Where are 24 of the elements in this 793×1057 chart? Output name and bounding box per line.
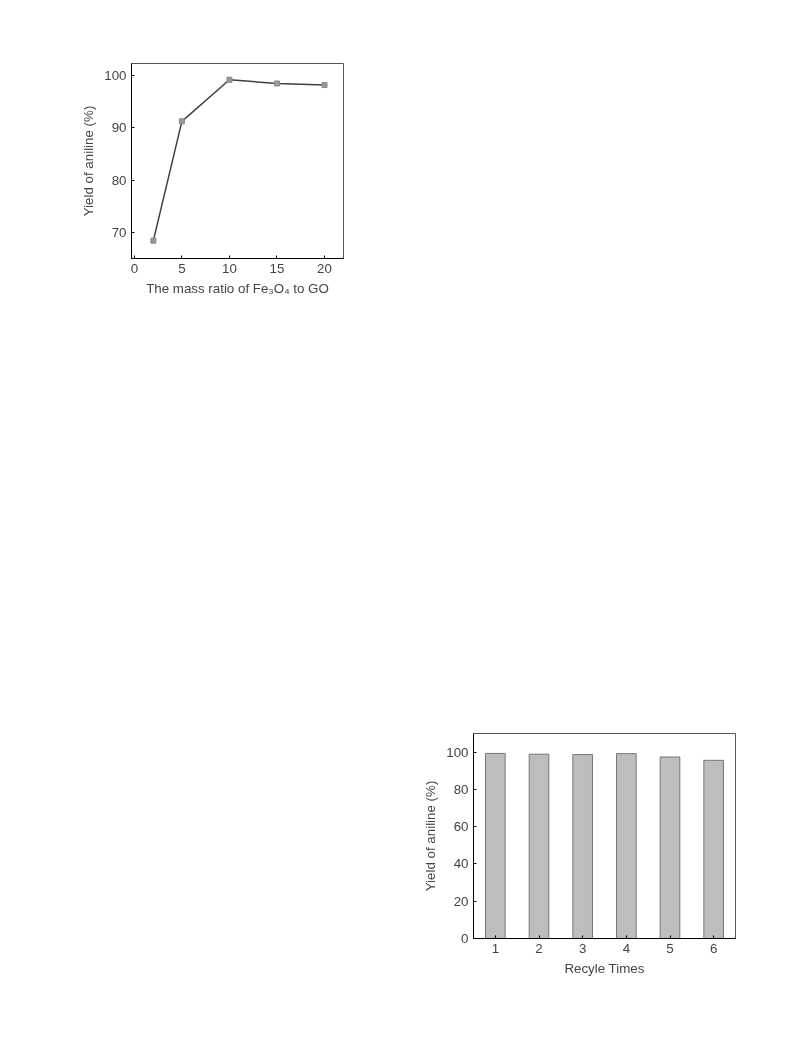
x-tick-label: 1 <box>491 940 500 956</box>
y-axis-title: Yield of aniline (%) <box>423 780 439 892</box>
x-tick-label: 5 <box>666 940 674 956</box>
y-axis-title: Yield of aniline (%) <box>81 105 97 217</box>
x-tick-label: 0 <box>130 260 139 276</box>
x-tick-label: 10 <box>222 260 237 276</box>
y-tick-label: 100 <box>446 744 469 760</box>
y-tick-label: 80 <box>453 781 469 797</box>
x-axis-title: The mass ratio of Fe₃O₄ to GO <box>146 280 329 296</box>
x-tick-label: 4 <box>622 940 631 956</box>
x-tick-label: 2 <box>535 940 543 956</box>
y-tick-label: 60 <box>453 819 469 835</box>
y-tick-label: 70 <box>111 225 127 241</box>
x-axis-title: Recyle Times <box>564 960 645 976</box>
x-tick-label: 5 <box>178 260 186 276</box>
x-tick-label: 6 <box>709 940 718 956</box>
y-tick-label: 20 <box>453 893 469 909</box>
x-tick-label: 3 <box>578 940 587 956</box>
x-tick-label: 15 <box>269 260 285 276</box>
y-tick-label: 90 <box>111 120 127 136</box>
y-tick-label: 80 <box>111 172 127 188</box>
x-tick-label: 20 <box>317 260 332 276</box>
y-tick-label: 40 <box>453 856 469 872</box>
y-tick-label: 100 <box>104 67 127 83</box>
